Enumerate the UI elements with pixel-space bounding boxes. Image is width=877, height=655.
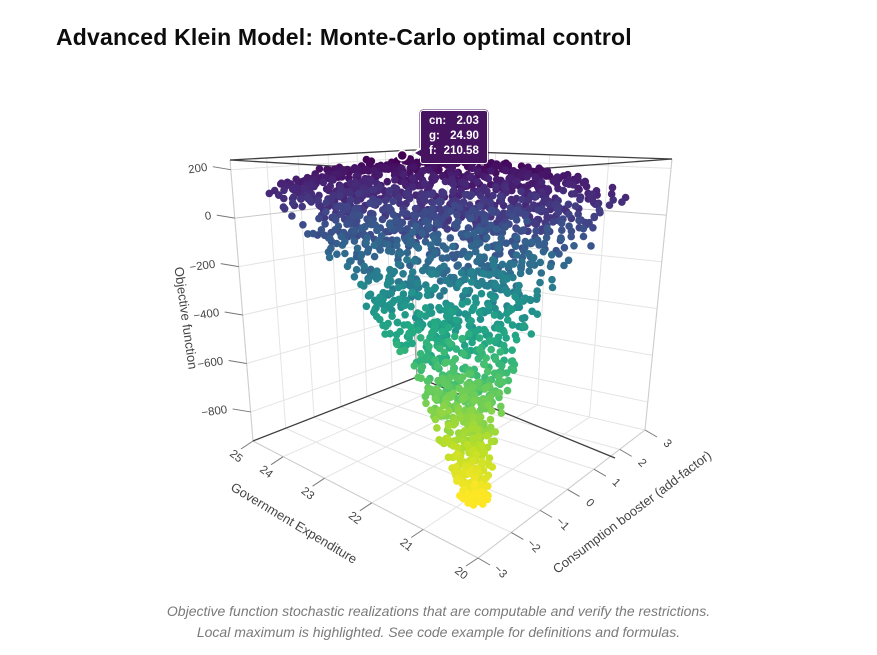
svg-text:20: 20	[452, 565, 469, 582]
svg-text:−800: −800	[201, 404, 228, 419]
svg-text:−1: −1	[553, 515, 571, 533]
svg-text:−200: −200	[189, 259, 216, 274]
svg-text:21: 21	[397, 536, 414, 553]
tooltip-row-cn: cn: 2.03	[429, 115, 479, 127]
svg-text:200: 200	[188, 162, 209, 177]
highlighted-point[interactable]	[396, 149, 408, 162]
caption-line-2: Local maximum is highlighted. See code e…	[196, 624, 681, 640]
plot-title: Advanced Klein Model: Monte-Carlo optima…	[56, 24, 632, 50]
caption-line-1: Objective function stochastic realizatio…	[166, 603, 711, 619]
axis-ticks: 200 0 −200 −400 −600 −800 25 24 23 22 21 20 −3 −2 −1 0 1…	[188, 162, 674, 583]
scatter-points	[265, 153, 630, 509]
svg-text:−400: −400	[193, 307, 220, 322]
svg-text:24: 24	[257, 464, 275, 482]
svg-text:3: 3	[661, 437, 674, 450]
svg-text:2: 2	[635, 457, 648, 470]
svg-text:23: 23	[299, 485, 316, 502]
svg-text:0: 0	[583, 497, 596, 510]
caption: Objective function stochastic realizatio…	[0, 601, 877, 643]
hover-tooltip: cn: 2.03 g: 24.90 f: 210.58	[412, 110, 488, 164]
svg-text:−600: −600	[197, 356, 224, 371]
tooltip-row-f: f: 210.58	[429, 144, 479, 157]
svg-text:−3: −3	[491, 563, 509, 581]
tooltip-row-g: g: 24.90	[429, 129, 479, 142]
svg-text:1: 1	[610, 477, 623, 490]
svg-text:0: 0	[204, 210, 212, 223]
svg-text:−2: −2	[525, 537, 543, 555]
svg-text:25: 25	[227, 448, 244, 465]
svg-text:22: 22	[346, 510, 363, 527]
